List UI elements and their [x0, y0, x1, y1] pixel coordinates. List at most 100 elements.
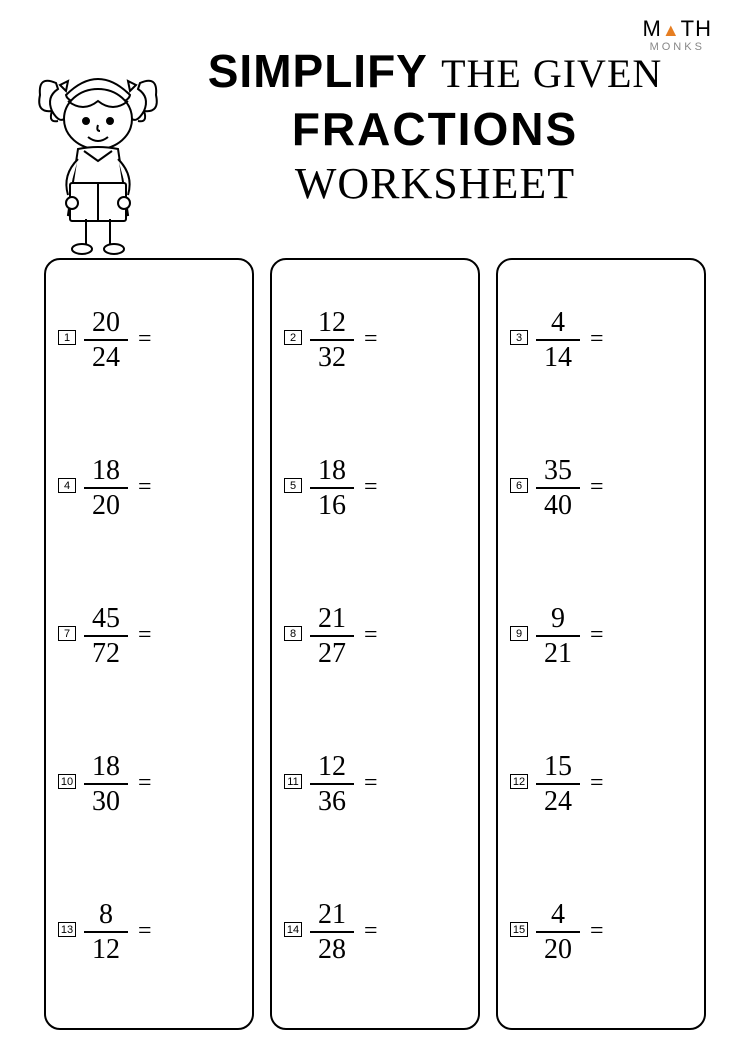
- fraction: 2127: [310, 604, 354, 669]
- numerator: 18: [86, 752, 126, 783]
- equals-sign: =: [364, 622, 378, 649]
- fraction: 414: [536, 308, 580, 373]
- problem-item: 1 2024 =: [58, 300, 252, 448]
- equals-sign: =: [364, 326, 378, 353]
- fraction: 812: [84, 900, 128, 965]
- girl-illustration: [28, 55, 168, 255]
- numerator: 18: [312, 456, 352, 487]
- problem-item: 74572=: [58, 596, 252, 744]
- problem-number: 13: [58, 922, 76, 937]
- problem-item: 5 1816 =: [284, 448, 478, 596]
- problem-item: 6 3540 =: [510, 448, 704, 596]
- fraction: 921: [536, 604, 580, 669]
- numerator: 15: [538, 752, 578, 783]
- column-1: 12024= 41820= 74572= 101830= 13812=: [44, 258, 254, 1030]
- fraction: 1820: [84, 456, 128, 521]
- equals-sign: =: [138, 918, 152, 945]
- numerator: 4: [545, 900, 571, 931]
- equals-sign: =: [590, 474, 604, 501]
- fraction: 3540: [536, 456, 580, 521]
- equals-sign: =: [590, 622, 604, 649]
- problem-number: 3: [510, 330, 528, 345]
- problem-number: 7: [58, 626, 76, 641]
- problem-number: 15: [510, 922, 528, 937]
- fraction: 1816: [310, 456, 354, 521]
- title-line-2: FRACTIONS: [155, 103, 715, 156]
- problem-item: 10 1830 =: [58, 744, 252, 892]
- problem-number: 14: [284, 922, 302, 937]
- problem-item: 9921=: [510, 596, 704, 744]
- numerator: 20: [86, 308, 126, 339]
- column-3: 3414= 63540= 9921= 121524= 15420=: [496, 258, 706, 1030]
- fraction: 2128: [310, 900, 354, 965]
- equals-sign: =: [364, 770, 378, 797]
- numerator: 18: [86, 456, 126, 487]
- problem-item: 15 420 =: [510, 892, 704, 1040]
- problem-number: 10: [58, 774, 76, 789]
- equals-sign: =: [364, 474, 378, 501]
- equals-sign: =: [590, 770, 604, 797]
- numerator: 35: [538, 456, 578, 487]
- problem-item: 12 1524 =: [510, 744, 704, 892]
- problem-item: 111236=: [284, 744, 478, 892]
- equals-sign: =: [138, 770, 152, 797]
- fraction: 1524: [536, 752, 580, 817]
- title-line-3: WORKSHEET: [155, 159, 715, 210]
- logo-triangle-icon: ▲: [662, 21, 681, 39]
- title-words-the-given: THE GIVEN: [441, 51, 662, 96]
- numerator: 12: [312, 752, 352, 783]
- numerator: 21: [312, 900, 352, 931]
- logo-letter-m: M: [643, 16, 662, 41]
- denominator: 27: [312, 637, 352, 668]
- fraction: 1232: [310, 308, 354, 373]
- denominator: 40: [538, 489, 578, 520]
- denominator: 16: [312, 489, 352, 520]
- problem-number: 5: [284, 478, 302, 493]
- problem-item: 14 2128 =: [284, 892, 478, 1040]
- denominator: 32: [312, 341, 352, 372]
- denominator: 72: [86, 637, 126, 668]
- numerator: 21: [312, 604, 352, 635]
- denominator: 36: [312, 785, 352, 816]
- title-word-simplify: SIMPLIFY: [208, 45, 428, 97]
- denominator: 20: [538, 933, 578, 964]
- worksheet-title: SIMPLIFY THE GIVEN FRACTIONS WORKSHEET: [155, 45, 715, 210]
- logo-top-text: M▲TH: [643, 18, 712, 40]
- problem-number: 4: [58, 478, 76, 493]
- problem-number: 12: [510, 774, 528, 789]
- fraction: 420: [536, 900, 580, 965]
- problem-number: 1: [58, 330, 76, 345]
- problem-item: 41820=: [58, 448, 252, 596]
- equals-sign: =: [590, 326, 604, 353]
- numerator: 8: [93, 900, 119, 931]
- denominator: 30: [86, 785, 126, 816]
- problem-number: 6: [510, 478, 528, 493]
- equals-sign: =: [138, 326, 152, 353]
- fraction: 4572: [84, 604, 128, 669]
- denominator: 12: [86, 933, 126, 964]
- logo-letters-th: TH: [681, 16, 712, 41]
- denominator: 20: [86, 489, 126, 520]
- problem-item: 8 2127 =: [284, 596, 478, 744]
- fraction: 1236: [310, 752, 354, 817]
- equals-sign: =: [364, 918, 378, 945]
- numerator: 9: [545, 604, 571, 635]
- fraction: 1830: [84, 752, 128, 817]
- denominator: 24: [86, 341, 126, 372]
- numerator: 45: [86, 604, 126, 635]
- fraction: 2024: [84, 308, 128, 373]
- equals-sign: =: [590, 918, 604, 945]
- problem-item: 13 812 =: [58, 892, 252, 1040]
- denominator: 21: [538, 637, 578, 668]
- numerator: 4: [545, 308, 571, 339]
- numerator: 12: [312, 308, 352, 339]
- denominator: 24: [538, 785, 578, 816]
- problem-number: 8: [284, 626, 302, 641]
- denominator: 28: [312, 933, 352, 964]
- problem-item: 3 414 =: [510, 300, 704, 448]
- problem-number: 9: [510, 626, 528, 641]
- column-2: 21232= 51816= 82127= 111236= 142128=: [270, 258, 480, 1030]
- problem-item: 21232=: [284, 300, 478, 448]
- title-line-1: SIMPLIFY THE GIVEN: [155, 45, 715, 99]
- problem-columns: 12024= 41820= 74572= 101830= 13812= 2123…: [44, 258, 706, 1030]
